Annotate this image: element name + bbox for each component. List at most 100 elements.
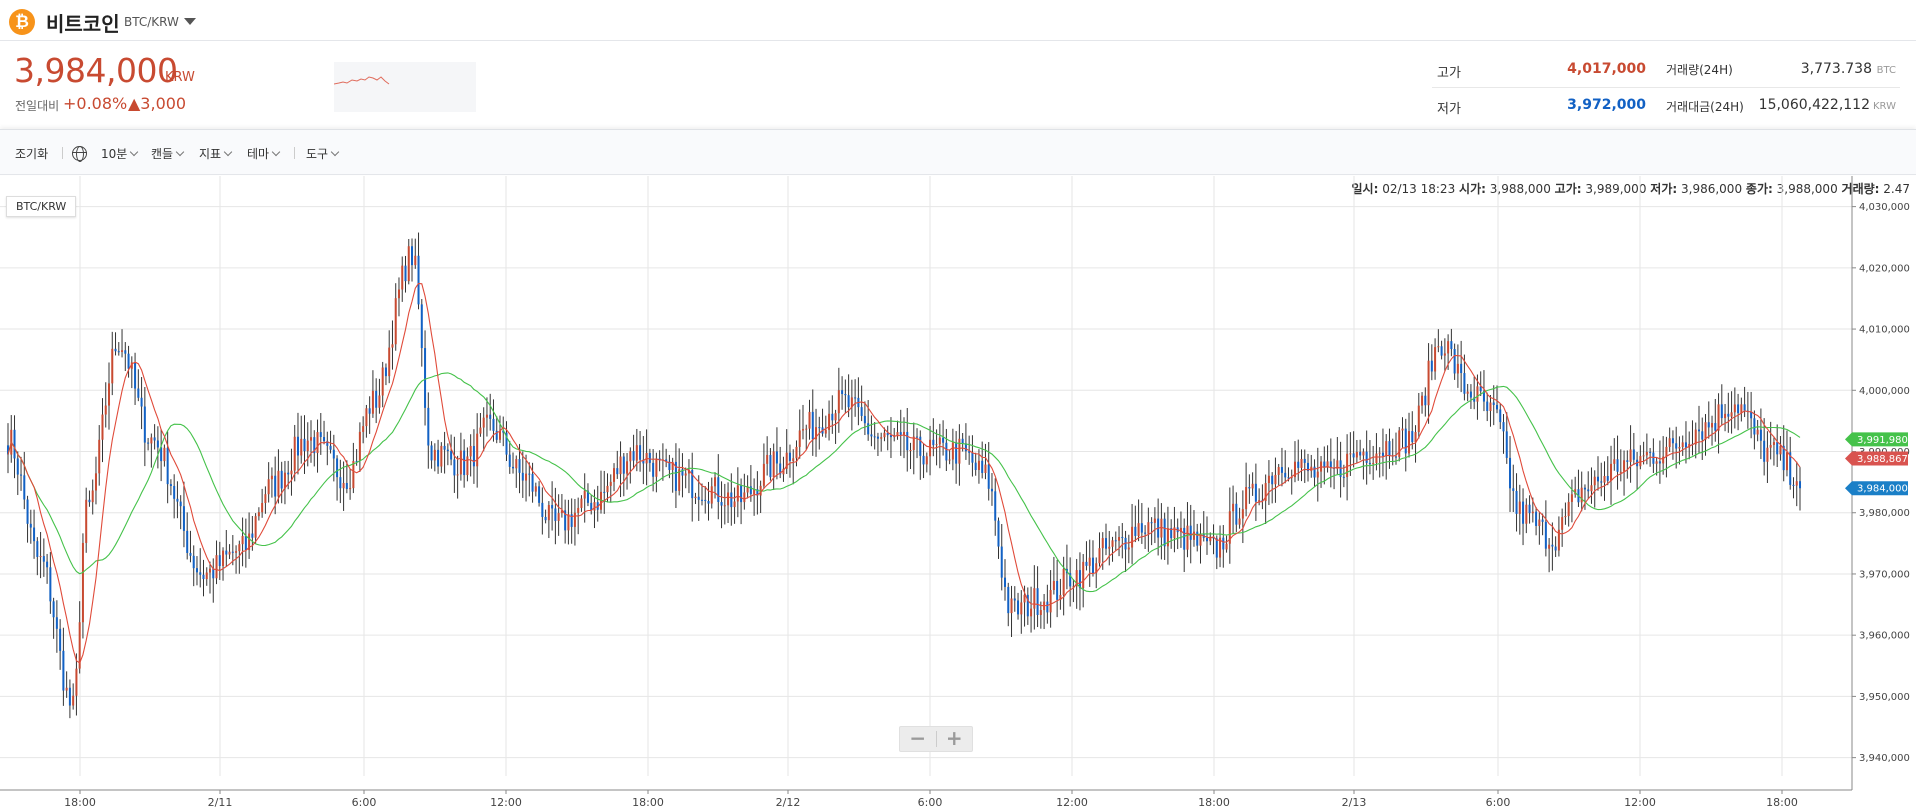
candle-down: [1509, 457, 1512, 489]
globe-icon[interactable]: [72, 146, 87, 162]
candle-down: [140, 397, 143, 407]
candle-up: [72, 695, 75, 706]
candle-down: [512, 466, 515, 469]
candle-down: [26, 499, 29, 524]
candle-up: [782, 468, 785, 475]
candle-up: [1082, 561, 1085, 589]
candle-up: [1098, 548, 1101, 564]
candle-up: [1665, 446, 1668, 457]
candle-up: [1173, 527, 1176, 539]
candlestick-chart[interactable]: 4,030,000 4,020,000 4,010,000 4,000,000 3,99…: [0, 176, 1916, 808]
candle-up: [1408, 431, 1411, 454]
candle-down: [831, 413, 834, 421]
candle-down: [463, 450, 466, 476]
candle-up: [1101, 538, 1104, 549]
interval-dropdown[interactable]: 10분: [101, 145, 139, 162]
candle-down: [1287, 477, 1290, 479]
price-tag: [1845, 451, 1908, 466]
chart-toolbar: 조기화 10분 캔들 지표 테마 도구: [0, 129, 1916, 175]
candle-down: [779, 463, 782, 475]
candle-down: [987, 464, 990, 489]
candle-down: [873, 436, 876, 438]
candle-up: [525, 473, 528, 481]
candle-up: [792, 458, 795, 461]
candle-up: [352, 460, 355, 489]
candle-down: [1365, 451, 1368, 463]
candle-up: [1033, 588, 1036, 609]
mini-sparkline: [333, 62, 476, 112]
candle-down: [1649, 451, 1652, 453]
turnover-unit: KRW: [1873, 101, 1896, 112]
candle-down: [538, 486, 541, 503]
candle-up: [78, 622, 81, 669]
candle-up: [785, 452, 788, 469]
tools-dropdown[interactable]: 도구: [306, 145, 340, 162]
candle-down: [182, 506, 185, 531]
y-tick-label: 3,960,000: [1859, 631, 1910, 642]
x-tick-label: 18:00: [632, 796, 664, 808]
candle-up: [342, 482, 345, 489]
candle-down: [1505, 431, 1508, 458]
x-tick-label: 12:00: [1056, 796, 1088, 808]
candle-up: [1724, 413, 1727, 419]
candle-up: [798, 430, 801, 447]
candle-down: [730, 492, 733, 508]
candle-up: [935, 444, 938, 446]
candle-up: [1421, 395, 1424, 406]
candle-up: [723, 505, 726, 507]
candle-up: [107, 383, 111, 406]
theme-dropdown[interactable]: 테마: [247, 145, 281, 162]
zoom-in-button[interactable]: +: [945, 726, 963, 750]
reset-button[interactable]: 조기화: [15, 145, 48, 162]
price-summary: 3,984,000 KRW 전일대비 +0.08% ▲3,000 고가 4,01…: [0, 42, 1916, 128]
candle-up: [824, 429, 827, 434]
candle-up: [150, 437, 153, 444]
candle-up: [1655, 461, 1658, 464]
market-pair[interactable]: BTC/KRW: [124, 15, 179, 29]
candle-up: [222, 550, 225, 567]
candle-down: [1707, 422, 1710, 428]
candle-down: [114, 348, 117, 352]
candle-down: [717, 477, 720, 502]
candle-up: [1443, 353, 1446, 356]
candle-down: [1248, 486, 1251, 489]
candle-up: [1772, 442, 1775, 445]
candle-down: [1759, 429, 1762, 441]
current-price-unit: KRW: [165, 70, 195, 85]
candle-up: [984, 464, 987, 474]
candle-dropdown[interactable]: 캔들: [151, 145, 185, 162]
candle-up: [1518, 501, 1521, 514]
candle-up: [1561, 517, 1564, 530]
candle-up: [808, 411, 811, 429]
series-legend: BTC/KRW: [6, 196, 77, 217]
candle-up: [1147, 522, 1150, 534]
candle-up: [241, 536, 244, 545]
candle-down: [749, 486, 752, 495]
low-label: 저가: [1437, 102, 1461, 117]
indicator-dropdown[interactable]: 지표: [199, 145, 233, 162]
candle-down: [1463, 373, 1466, 394]
candle-up: [1192, 531, 1195, 540]
candle-down: [863, 415, 866, 424]
candle-up: [349, 488, 352, 490]
candle-up: [515, 459, 518, 469]
candle-down: [179, 501, 182, 507]
candle-up: [1668, 438, 1671, 447]
x-tick-label: 2/13: [1342, 796, 1367, 808]
candle-up: [1437, 346, 1440, 348]
candle-down: [665, 459, 668, 462]
candle-up: [81, 542, 84, 623]
chevron-down-icon[interactable]: [184, 18, 196, 25]
candle-up: [1570, 494, 1573, 502]
candle-down: [1544, 521, 1547, 549]
title-bar: ₿ 비트코인 BTC/KRW: [0, 0, 1916, 41]
candle-down: [1411, 431, 1414, 443]
candle-down: [437, 449, 440, 467]
candle-down: [176, 498, 179, 502]
candle-up: [1186, 525, 1189, 550]
candle-down: [1652, 452, 1655, 464]
ohlc-high-value: 3,989,000: [1585, 182, 1647, 196]
zoom-out-button[interactable]: −: [909, 726, 927, 750]
candle-down: [847, 395, 850, 408]
candle-down: [287, 472, 290, 475]
